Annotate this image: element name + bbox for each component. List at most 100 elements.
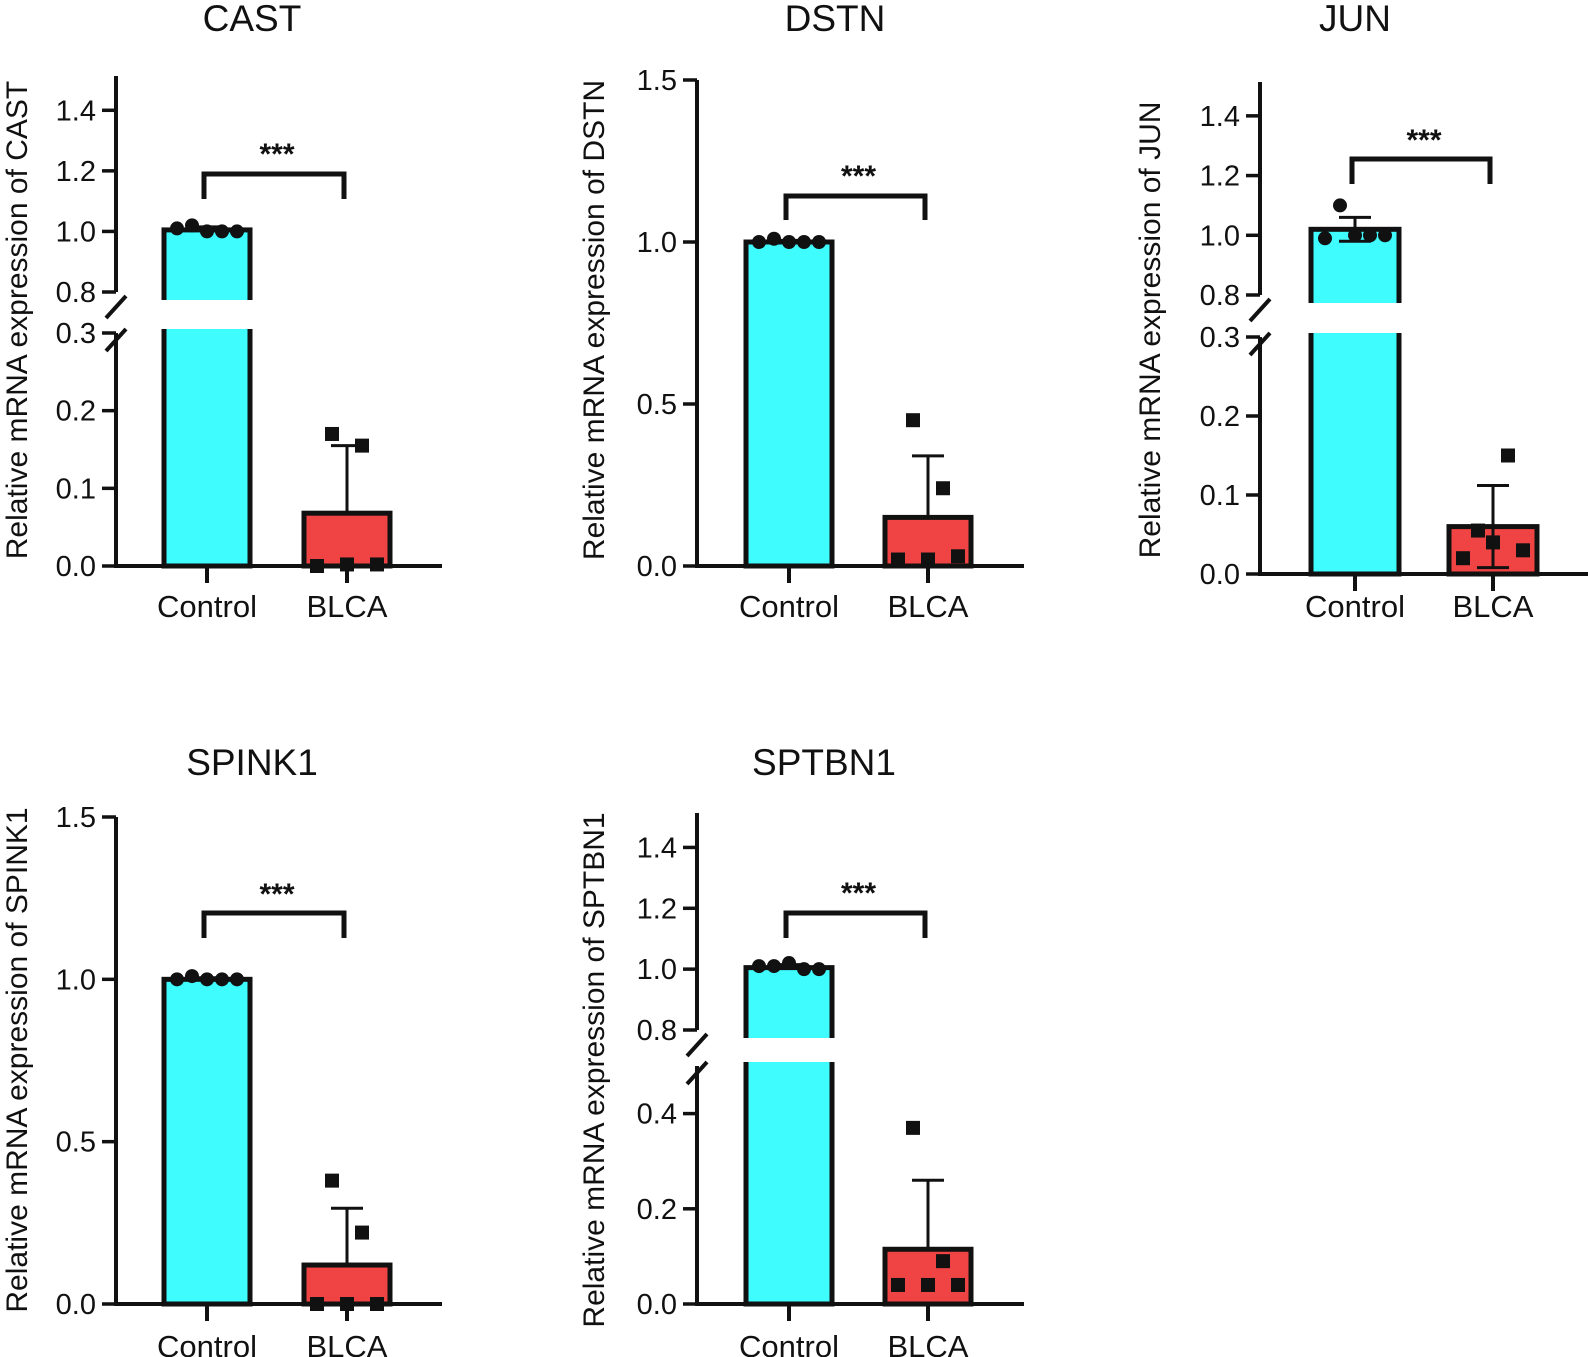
data-point-control xyxy=(767,231,781,246)
y-tick-label: 0.8 xyxy=(637,1015,677,1047)
y-tick-label: 1.5 xyxy=(637,65,677,97)
data-point-blca xyxy=(1486,535,1500,550)
significance-label: *** xyxy=(841,160,876,193)
y-axis-label: Relative mRNA expression of DSTN xyxy=(578,80,611,560)
data-point-control xyxy=(797,235,811,249)
y-axis-label: Relative mRNA expression of CAST xyxy=(1,81,34,560)
data-point-control xyxy=(215,972,229,987)
significance-bracket xyxy=(1349,156,1493,184)
y-tick-label: 1.0 xyxy=(637,227,677,259)
y-tick-label: 1.4 xyxy=(637,832,677,864)
data-point-control xyxy=(200,972,214,987)
data-point-control xyxy=(1318,231,1332,246)
data-point-control xyxy=(1348,228,1362,243)
bar-control xyxy=(743,239,835,569)
x-category-label: Control xyxy=(1305,589,1405,624)
axis-break-mark xyxy=(685,1032,709,1058)
y-tick-label: 0.0 xyxy=(637,551,677,583)
y-tick-label: 0.8 xyxy=(1200,280,1240,312)
axis-break-gap xyxy=(685,1038,1026,1062)
y-tick-label: 0.2 xyxy=(637,1194,677,1226)
data-point-blca xyxy=(891,552,905,567)
data-point-blca xyxy=(906,1120,920,1135)
data-point-blca xyxy=(936,1254,950,1269)
data-point-control xyxy=(812,962,826,977)
y-tick-label: 0.1 xyxy=(56,473,96,505)
x-category-label: BLCA xyxy=(888,1329,969,1357)
y-tick-label: 0.8 xyxy=(56,277,96,309)
data-point-control xyxy=(1363,228,1377,243)
data-point-blca xyxy=(891,1277,905,1292)
data-point-control xyxy=(752,959,766,974)
axis-break-mark xyxy=(104,294,128,320)
data-point-control xyxy=(1333,198,1347,213)
x-category-label: BLCA xyxy=(888,589,969,624)
x-category-label: Control xyxy=(157,1329,257,1357)
chart-dstn: DSTN Relative mRNA expression of DSTN 0.0 0… xyxy=(578,0,1024,624)
data-point-blca xyxy=(355,1225,369,1240)
y-tick-label: 0.3 xyxy=(1200,322,1240,354)
data-point-blca xyxy=(325,1173,339,1188)
data-point-blca xyxy=(340,557,354,572)
chart-spink1: SPINK1 Relative mRNA expression of SPINK1… xyxy=(1,742,442,1357)
y-tick-label: 0.0 xyxy=(1200,559,1240,591)
y-tick-label: 1.2 xyxy=(1200,161,1240,193)
data-point-control xyxy=(767,959,781,974)
significance-bracket xyxy=(201,171,347,199)
y-tick-label: 0.2 xyxy=(56,396,96,428)
data-point-control xyxy=(200,224,214,239)
axis-break-gap xyxy=(104,300,444,329)
data-point-control xyxy=(215,224,229,239)
data-point-blca xyxy=(310,1297,324,1311)
y-axis-label: Relative mRNA expression of SPTBN1 xyxy=(578,812,611,1327)
x-category-label: Control xyxy=(157,589,257,624)
y-tick-label: 1.0 xyxy=(1200,220,1240,252)
y-tick-label: 0.0 xyxy=(56,551,96,583)
y-tick-label: 0.4 xyxy=(637,1099,677,1131)
chart-sptbn1: SPTBN1 Relative mRNA expression of SPTBN1… xyxy=(578,742,1026,1357)
y-tick-label: 1.4 xyxy=(56,95,96,127)
data-point-blca xyxy=(1501,448,1515,463)
y-axis-label: Relative mRNA expression of SPINK1 xyxy=(1,807,34,1312)
significance-label: *** xyxy=(1406,124,1441,157)
data-point-blca xyxy=(370,1297,384,1311)
y-tick-label: 1.4 xyxy=(1200,101,1240,133)
data-point-control xyxy=(170,221,184,236)
bar-control xyxy=(743,965,835,1307)
chart-title: CAST xyxy=(203,0,302,39)
data-point-control xyxy=(170,972,184,987)
chart-title: JUN xyxy=(1319,0,1391,39)
data-point-blca xyxy=(951,549,965,564)
data-point-blca xyxy=(310,559,324,573)
data-point-blca xyxy=(1456,551,1470,566)
data-point-control xyxy=(185,969,199,984)
data-point-blca xyxy=(370,557,384,572)
y-tick-label: 1.0 xyxy=(56,964,96,996)
y-tick-label: 0.0 xyxy=(56,1289,96,1321)
bar-control xyxy=(1308,226,1402,577)
x-category-label: Control xyxy=(739,1329,839,1357)
x-category-label: BLCA xyxy=(307,1329,388,1357)
data-point-control xyxy=(752,235,766,249)
data-point-control xyxy=(812,235,826,249)
chart-title: SPTBN1 xyxy=(752,742,896,783)
y-tick-label: 1.0 xyxy=(56,216,96,248)
data-point-blca xyxy=(951,1277,965,1292)
y-tick-label: 1.2 xyxy=(637,893,677,925)
data-point-blca xyxy=(936,481,950,496)
data-point-blca xyxy=(921,552,935,567)
significance-label: *** xyxy=(841,877,876,910)
data-point-control xyxy=(230,224,244,239)
significance-bracket xyxy=(783,193,928,220)
data-point-blca xyxy=(355,438,369,453)
data-point-blca xyxy=(340,1297,354,1311)
data-point-control xyxy=(185,218,199,233)
y-tick-label: 0.3 xyxy=(56,318,96,350)
data-point-control xyxy=(1378,228,1392,243)
bar-blca xyxy=(882,1246,974,1307)
chart-title: SPINK1 xyxy=(186,742,318,783)
significance-bracket xyxy=(783,910,928,938)
y-tick-label: 0.5 xyxy=(637,389,677,421)
y-tick-label: 0.2 xyxy=(1200,401,1240,433)
y-tick-label: 0.5 xyxy=(56,1127,96,1159)
